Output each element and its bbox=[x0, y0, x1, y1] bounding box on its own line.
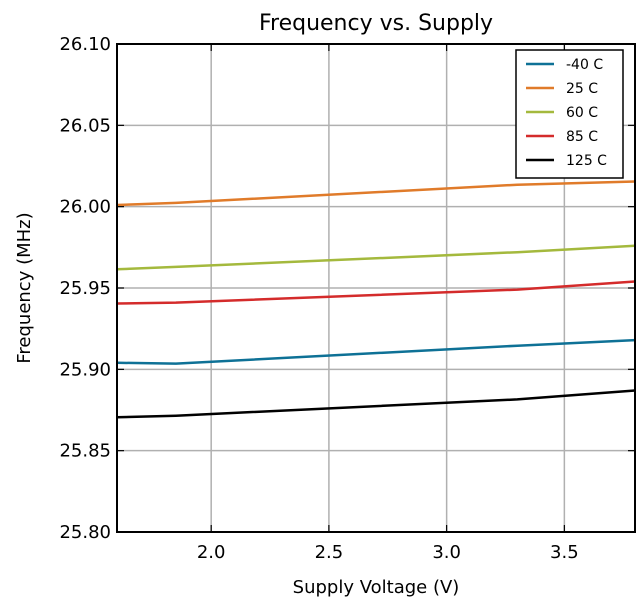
series-line-3 bbox=[116, 280, 636, 305]
legend-label: 85 C bbox=[566, 129, 598, 145]
y-tick-label: 26.10 bbox=[59, 34, 111, 55]
legend-label: 125 C bbox=[566, 153, 607, 169]
x-axis-label: Supply Voltage (V) bbox=[293, 577, 460, 598]
axis-ticks: 2.0 2.5 3.0 3.5 25.80 25.85 25.90 25.95 26.00 26.… bbox=[59, 34, 635, 563]
x-tick-label: 2.0 bbox=[197, 542, 226, 563]
legend-label: 60 C bbox=[566, 105, 598, 121]
legend-label: -40 C bbox=[566, 57, 603, 73]
y-axis-label: Frequency (MHz) bbox=[14, 212, 35, 363]
series-line-0 bbox=[116, 338, 636, 365]
legend-label: 25 C bbox=[566, 81, 598, 97]
chart-title: Frequency vs. Supply bbox=[259, 11, 493, 36]
y-tick-label: 25.80 bbox=[59, 522, 111, 543]
legend-box bbox=[515, 49, 624, 179]
series-line-1 bbox=[116, 180, 636, 207]
x-tick-label: 2.5 bbox=[315, 542, 344, 563]
y-tick-label: 25.95 bbox=[59, 278, 111, 299]
y-tick-label: 25.85 bbox=[59, 441, 111, 462]
y-tick-label: 25.90 bbox=[59, 359, 111, 380]
y-tick-label: 26.05 bbox=[59, 115, 111, 136]
series-lines bbox=[116, 180, 636, 419]
series-line-2 bbox=[116, 244, 636, 271]
y-tick-label: 26.00 bbox=[59, 197, 111, 218]
x-tick-label: 3.0 bbox=[432, 542, 461, 563]
x-tick-label: 3.5 bbox=[550, 542, 579, 563]
legend: -40 C 25 C 60 C 85 C 125 C bbox=[515, 49, 624, 179]
series-line-4 bbox=[116, 389, 636, 419]
